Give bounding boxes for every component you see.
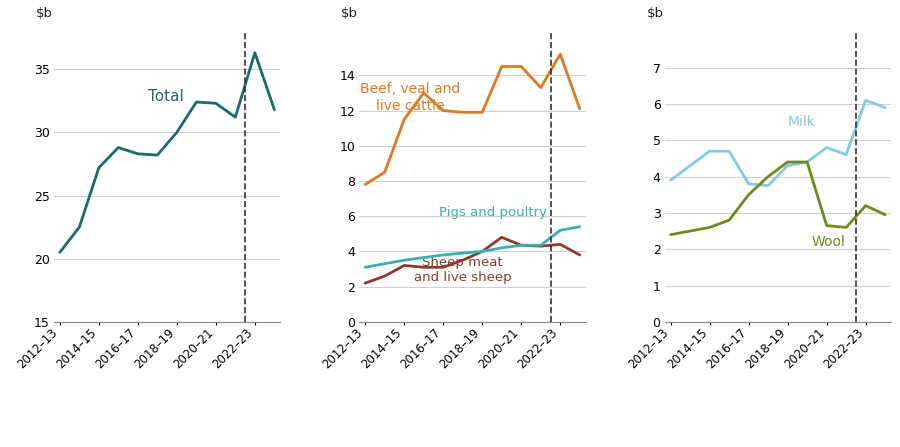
- Text: Beef, veal and
live cattle: Beef, veal and live cattle: [360, 82, 460, 113]
- Text: Total: Total: [148, 89, 184, 104]
- Text: Pigs and poultry: Pigs and poultry: [439, 206, 547, 219]
- Text: Sheep meat
and live sheep: Sheep meat and live sheep: [414, 256, 511, 284]
- Text: $b: $b: [36, 7, 53, 20]
- Text: Milk: Milk: [788, 115, 815, 129]
- Text: Wool: Wool: [811, 235, 845, 249]
- Text: $b: $b: [341, 7, 358, 20]
- Text: $b: $b: [647, 7, 663, 20]
